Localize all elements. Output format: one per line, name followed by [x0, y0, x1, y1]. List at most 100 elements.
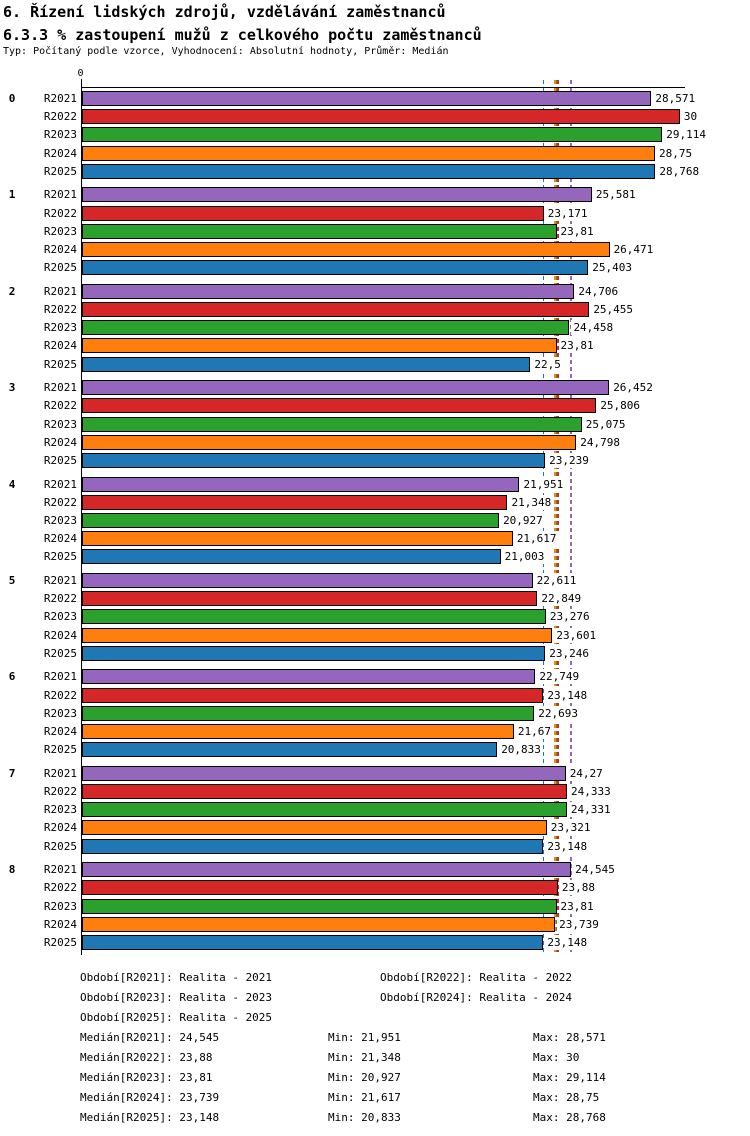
bar-group3-R2024: [82, 434, 577, 450]
bar-value-label: 21,951: [521, 476, 566, 492]
median-line-R2023: [555, 80, 558, 955]
bar-group6-R2025: [82, 742, 498, 758]
bar-group7-R2025: [82, 838, 544, 854]
bar-series-label: R2024: [43, 146, 77, 160]
bar-series-label: R2024: [43, 243, 77, 256]
bar-group3-R2023: [82, 416, 582, 432]
legend-period-R2021: Období[R2021]: Realita - 2021: [80, 971, 273, 984]
bar-value-label: 23,171: [545, 205, 590, 221]
group-label-2: 2: [8, 284, 16, 298]
bar-value-label: 24,458: [571, 320, 616, 336]
bar-group1-R2022: [82, 205, 544, 221]
bar-group5-R2022: [82, 591, 538, 607]
bar-value-label: 23,601: [554, 627, 599, 643]
bar-series-label: R2025: [43, 646, 77, 660]
bar-series-label: R2024: [43, 628, 77, 642]
group-label-1: 1: [8, 188, 16, 202]
bar-value-label: 23,81: [558, 338, 596, 354]
bar-series-label: R2022: [43, 592, 77, 606]
legend-period-R2022: Období[R2022]: Realita - 2022: [380, 971, 573, 984]
bar-series-label: R2024: [43, 532, 77, 546]
legend-period-R2023: Období[R2023]: Realita - 2023: [80, 991, 273, 1004]
bar-series-label: R2024: [43, 339, 77, 353]
bar-value-label: 23,148: [545, 935, 590, 950]
bar-series-label: R2021: [43, 477, 77, 491]
bar-value-label: 28,571: [653, 91, 698, 106]
x-axis-zero-tick-label: 0: [77, 68, 84, 79]
stat-median-R2025: Medián[R2025]: 23,148: [80, 1111, 220, 1124]
bar-series-label: R2023: [43, 899, 77, 913]
bar-series-label: R2024: [43, 435, 77, 449]
bar-group1-R2024: [82, 242, 610, 257]
bar-series-label: R2022: [43, 110, 77, 124]
bar-series-label: R2024: [43, 917, 77, 931]
group-label-4: 4: [8, 477, 16, 491]
bar-series-label: R2021: [43, 766, 77, 780]
page-title-line2: 6.3.3 % zastoupení mužů z celkového počt…: [3, 26, 482, 44]
bar-series-label: R2022: [43, 881, 77, 895]
x-axis-zero-tick: [80, 79, 82, 88]
bar-value-label: 21,003: [502, 549, 547, 565]
bar-series-label: R2023: [43, 514, 77, 527]
stat-median-R2021: Medián[R2021]: 24,545: [80, 1031, 220, 1044]
stat-max-R2023: Max: 29,114: [533, 1071, 606, 1084]
bar-value-label: 24,331: [568, 802, 613, 818]
bar-series-label: R2022: [43, 785, 77, 798]
bar-group5-R2023: [82, 609, 546, 625]
bar-group8-R2025: [82, 935, 544, 950]
bar-series-label: R2023: [43, 224, 77, 238]
bar-group6-R2022: [82, 687, 544, 703]
bar-value-label: 25,806: [598, 398, 643, 414]
stat-max-R2024: Max: 28,75: [533, 1091, 600, 1104]
bar-group8-R2021: [82, 862, 572, 878]
bar-value-label: 24,706: [576, 283, 621, 299]
bar-value-label: 20,833: [499, 742, 543, 758]
bar-series-label: R2023: [43, 417, 77, 431]
bar-value-label: 25,581: [593, 187, 638, 203]
bar-value-label: 21,617: [514, 531, 559, 547]
bar-value-label: 23,246: [547, 645, 592, 661]
stat-min-R2024: Min: 21,617: [328, 1091, 401, 1104]
bar-value-label: 24,545: [573, 862, 617, 878]
group-label-3: 3: [8, 381, 16, 395]
bar-value-label: 23,88: [559, 880, 598, 896]
median-line-R2022: [557, 80, 559, 955]
group-label-7: 7: [8, 766, 16, 780]
bar-group4-R2021: [82, 476, 520, 492]
bar-group7-R2024: [82, 820, 547, 836]
bar-series-label: R2023: [43, 128, 77, 142]
bar-value-label: 22,5: [532, 356, 563, 372]
bar-value-label: 23,148: [545, 838, 590, 854]
bar-group6-R2023: [82, 705, 535, 721]
stat-max-R2022: Max: 30: [533, 1051, 580, 1064]
bar-value-label: 23,239: [547, 453, 591, 468]
bar-group6-R2024: [82, 724, 514, 739]
bar-value-label: 22,749: [537, 669, 582, 685]
bar-group5-R2024: [82, 627, 553, 643]
bar-value-label: 24,27: [567, 765, 605, 781]
bar-value-label: 30: [681, 109, 700, 125]
group-label-5: 5: [8, 574, 16, 587]
bar-value-label: 23,81: [558, 223, 596, 239]
y-axis-line: [80, 87, 82, 955]
bar-series-label: R2023: [43, 321, 77, 335]
bar-series-label: R2025: [43, 550, 77, 564]
bar-value-label: 24,798: [578, 434, 622, 450]
bar-series-label: R2021: [43, 574, 77, 587]
bar-value-label: 25,455: [591, 302, 636, 317]
bar-value-label: 28,768: [657, 163, 702, 179]
bar-group4-R2024: [82, 531, 513, 547]
stat-max-R2025: Max: 28,768: [533, 1111, 606, 1124]
bar-series-label: R2024: [43, 821, 77, 835]
bar-series-label: R2025: [43, 454, 77, 467]
bar-series-label: R2023: [43, 706, 77, 720]
bar-value-label: 23,276: [547, 609, 592, 625]
stat-min-R2021: Min: 21,951: [328, 1031, 401, 1044]
legend-period-R2025: Období[R2025]: Realita - 2025: [80, 1011, 273, 1024]
bar-group7-R2022: [82, 784, 567, 799]
bar-group3-R2021: [82, 380, 610, 396]
median-line-R2021: [570, 80, 572, 955]
bar-value-label: 29,114: [664, 127, 708, 143]
bar-value-label: 23,321: [548, 820, 593, 836]
